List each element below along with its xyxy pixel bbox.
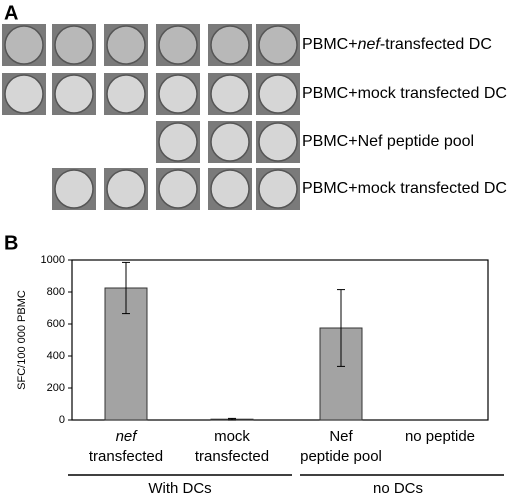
well	[158, 74, 198, 114]
y-axis-label: SFC/100 000 PBMC	[16, 290, 28, 390]
row-label-part: PBMC+mock transfected DC	[302, 85, 507, 102]
well	[54, 25, 94, 65]
row-label-part: PBMC+mock transfected DC	[302, 180, 507, 197]
well	[106, 169, 146, 209]
x-tick-label: Nef	[329, 428, 353, 445]
row-label: PBMC+mock transfected DC	[302, 85, 507, 102]
panel-label: B	[4, 232, 18, 254]
panel-label: A	[4, 2, 18, 24]
row-label-part: PBMC+Nef peptide pool	[302, 133, 474, 150]
row-label: PBMC+Nef peptide pool	[302, 133, 474, 150]
x-tick-label: transfected	[89, 448, 163, 465]
row-label-part: -transfected DC	[380, 36, 492, 53]
well	[158, 25, 198, 65]
well	[54, 74, 94, 114]
y-tick-label: 600	[47, 318, 65, 330]
well	[210, 74, 250, 114]
well	[258, 74, 298, 114]
y-tick-label: 1000	[41, 254, 65, 266]
well	[158, 169, 198, 209]
row-label: PBMC+mock transfected DC	[302, 180, 507, 197]
y-tick-label: 800	[47, 286, 65, 298]
well	[210, 122, 250, 162]
well	[210, 25, 250, 65]
well	[258, 25, 298, 65]
row-label-part: nef	[358, 36, 382, 53]
row-label: PBMC+nef-transfected DC	[302, 36, 492, 53]
x-tick-label: nef	[116, 428, 139, 445]
well	[210, 169, 250, 209]
well	[4, 74, 44, 114]
y-tick-label: 0	[59, 414, 65, 426]
group-label: With DCs	[148, 480, 211, 496]
well	[54, 169, 94, 209]
row-label-part: PBMC+	[302, 36, 358, 53]
well	[258, 169, 298, 209]
well-images	[2, 24, 300, 210]
x-tick-label: peptide pool	[300, 448, 382, 465]
well	[158, 122, 198, 162]
well	[258, 122, 298, 162]
x-tick-label: mock	[214, 428, 250, 445]
x-tick-label: no peptide	[405, 428, 475, 445]
group-label: no DCs	[373, 480, 423, 496]
plot-frame	[71, 259, 489, 421]
x-tick-label: transfected	[195, 448, 269, 465]
y-tick-label: 200	[47, 382, 65, 394]
well	[106, 74, 146, 114]
well	[4, 25, 44, 65]
y-tick-label: 400	[47, 350, 65, 362]
well	[106, 25, 146, 65]
